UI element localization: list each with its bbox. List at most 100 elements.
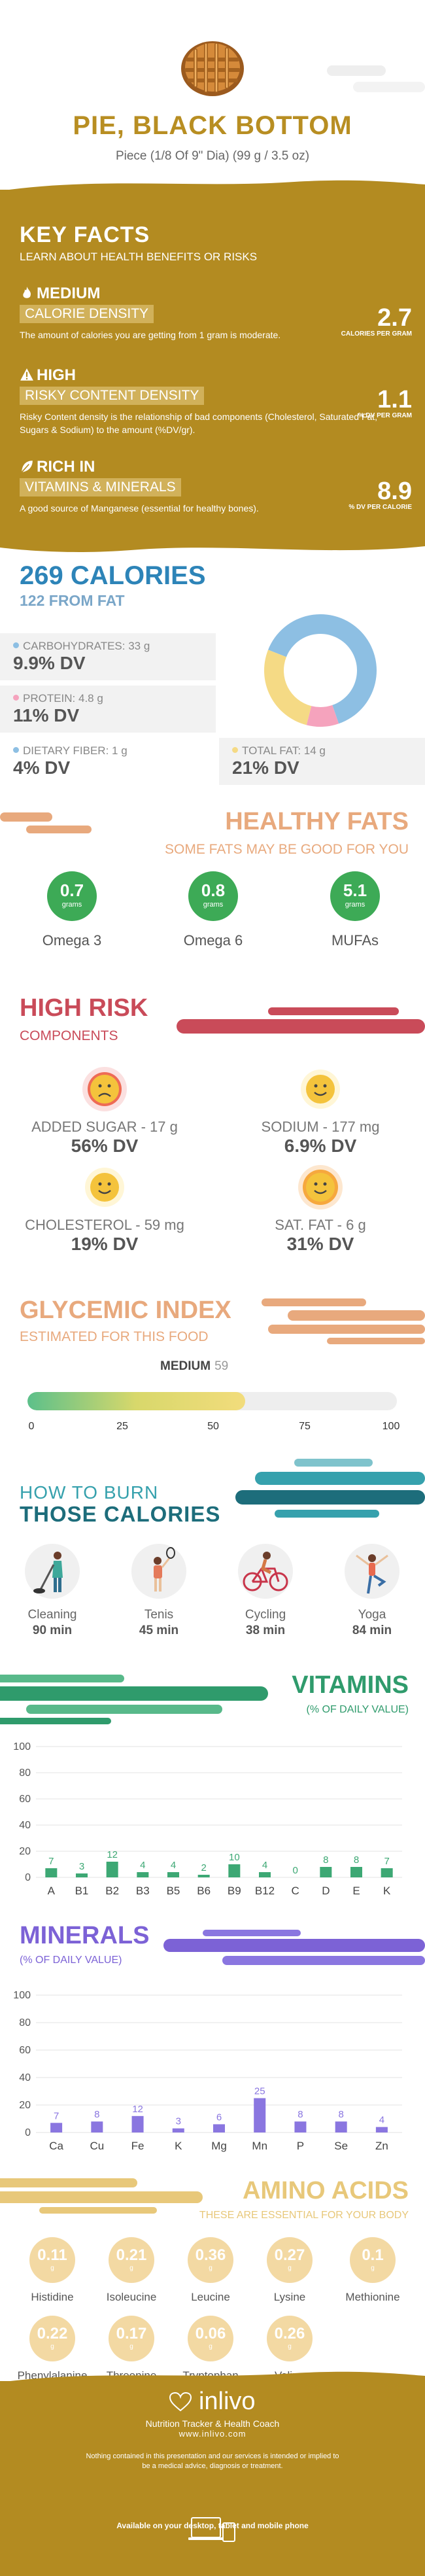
donut-slice-protein [306, 705, 339, 727]
fact-value: 1.1 [377, 386, 412, 413]
y-tick-label: 80 [19, 1767, 31, 1779]
bar-value-label: 7 [384, 1856, 389, 1867]
glycemic-tick: 50 [207, 1421, 219, 1432]
warning-icon [20, 368, 33, 381]
bar-value-label: 10 [229, 1852, 240, 1863]
risk-value: 56% DV [71, 1136, 139, 1156]
footer-tagline: Nutrition Tracker & Health Coach [145, 2418, 280, 2429]
pie-image [181, 41, 244, 96]
burn-title-2: THOSE CALORIES [20, 1502, 221, 1526]
devices-icon [188, 2517, 235, 2542]
y-tick-label: 0 [25, 1872, 31, 1883]
healthy-fats-title: HEALTHY FATS [225, 808, 409, 835]
x-tick-label: E [352, 1885, 360, 1897]
bar-value-label: 4 [140, 1860, 145, 1871]
amino-value: 0.06 [195, 2325, 226, 2342]
vitamins-title: VITAMINS [292, 1671, 409, 1699]
bar-Ca [50, 2123, 63, 2132]
happy-face-icon [85, 1168, 124, 1207]
x-tick-label: Cu [90, 2140, 104, 2152]
risk-value: 19% DV [71, 1234, 139, 1254]
risk-label: SODIUM - 177 mg [261, 1119, 380, 1135]
macro-donut-chart [264, 614, 377, 727]
mufa-label: MUFAs [331, 932, 379, 949]
sodium-item: SODIUM - 177 mg 6.9% DV [222, 1066, 418, 1157]
key-facts-title: KEY FACTS [20, 222, 150, 247]
x-tick-label: B3 [136, 1885, 150, 1897]
fact-value-box: 1.1% DV PER GRAM [358, 386, 412, 419]
risk-value: 31% DV [286, 1234, 354, 1254]
glycemic-title: GLYCEMIC INDEX [20, 1297, 231, 1324]
x-tick-label: K [383, 1885, 391, 1897]
stripe-decoration [0, 2178, 203, 2214]
amino-value: 0.36 [195, 2246, 226, 2264]
bar-value-label: 7 [48, 1856, 54, 1867]
activity-tennis: Tenis 45 min [120, 1544, 198, 1638]
x-tick-label: B6 [197, 1885, 211, 1897]
fact-calorie-density: MEDIUM CALORIE DENSITY The amount of cal… [20, 285, 412, 341]
fat-box: TOTAL FAT: 14 g 21% DV [219, 738, 425, 785]
amino-bubble: 0.06 g [188, 2316, 233, 2361]
grams-unit: grams [203, 901, 224, 909]
fact-level: HIGH [37, 366, 76, 384]
bar-value-label: 8 [323, 1854, 328, 1866]
stripe-decoration [0, 1675, 268, 1724]
glycemic-bar-fill [27, 1392, 246, 1410]
fiber-label: DIETARY FIBER: 1 g [23, 744, 128, 757]
bar-Se [335, 2121, 347, 2132]
amino-item: 0.1 g Methionine [330, 2237, 415, 2304]
minerals-bar-chart: 0 20 40 60 80 100 7 Ca 8 Cu 12 Fe 3 K 6 Mg 25 Mn 8 P 8 Se 4 Zn [13, 1990, 402, 2152]
fact-label: CALORIE DENSITY [20, 305, 154, 323]
activity-minutes: 38 min [245, 1624, 286, 1637]
activity-minutes: 90 min [32, 1624, 73, 1637]
y-tick-label: 0 [25, 2127, 31, 2138]
stripe-decoration [0, 812, 92, 833]
happy-face-icon [301, 1070, 340, 1109]
vitamins-bar-chart: 0 20 40 60 80 100 7 A 3 B1 12 B2 4 B3 4 B5 2 B6 10 B9 4 B12 0 C… [13, 1741, 402, 1897]
stripe-decoration [235, 1459, 425, 1518]
calories-title: 269 CALORIES [20, 561, 206, 590]
omega6-value: 0.8 [201, 880, 226, 900]
x-tick-label: B5 [167, 1885, 180, 1897]
omega6-label: Omega 6 [183, 932, 243, 949]
bar-value-label: 8 [354, 1854, 359, 1866]
bar-value-label: 0 [292, 1865, 298, 1876]
footer: inlivo Nutrition Tracker & Health Coach … [0, 2371, 425, 2576]
bar-value-label: 4 [262, 1860, 267, 1871]
footer-disclaimer: Nothing contained in this presentation a… [86, 2452, 339, 2470]
amino-unit: g [288, 2343, 292, 2350]
risk-value: 6.9% DV [284, 1136, 357, 1156]
footer-logo: inlivo [0, 2388, 425, 2416]
fact-description: Risky Content density is the relationshi… [20, 411, 378, 435]
fat-label: TOTAL FAT: 14 g [242, 744, 326, 757]
protein-box: PROTEIN: 4.8 g 11% DV [0, 686, 216, 733]
cloud-decoration [327, 65, 386, 76]
header: PIE, BLACK BOTTOM Piece (1/8 Of 9" Dia) … [0, 0, 425, 190]
amino-bubble: 0.22 g [29, 2316, 75, 2361]
cleaning-icon [33, 1552, 63, 1593]
amino-unit: g [288, 2265, 292, 2272]
bar-K [381, 1868, 393, 1877]
x-tick-label: P [297, 2140, 304, 2152]
bar-value-label: 3 [79, 1861, 84, 1872]
y-tick-label: 80 [19, 2017, 31, 2028]
amino-name: Isoleucine [106, 2291, 157, 2303]
bar-B3 [137, 1872, 149, 1877]
bar-B1 [76, 1873, 88, 1877]
bar-value-label: 6 [216, 2112, 222, 2123]
activity-cleaning: Cleaning 90 min [13, 1544, 92, 1638]
footer-logo-text: inlivo [198, 2388, 256, 2415]
key-facts-section: KEY FACTS LEARN ABOUT HEALTH BENEFITS OR… [0, 180, 425, 557]
glycemic-tick: 0 [28, 1421, 35, 1432]
food-title: PIE, BLACK BOTTOM [73, 111, 352, 140]
happy-face-icon [298, 1165, 343, 1210]
footer-url[interactable]: www.inlivo.com [178, 2429, 246, 2439]
activity-minutes: 45 min [139, 1624, 179, 1637]
y-tick-label: 20 [19, 1846, 31, 1857]
glycemic-tick: 100 [382, 1421, 400, 1432]
glycemic-subtitle: ESTIMATED FOR THIS FOOD [20, 1329, 209, 1344]
glycemic-value: 59 [214, 1359, 229, 1373]
activity-yoga: Yoga 84 min [333, 1544, 411, 1638]
fact-value-box: 2.7 CALORIES PER GRAM [341, 304, 412, 338]
y-tick-label: 40 [19, 2072, 31, 2083]
